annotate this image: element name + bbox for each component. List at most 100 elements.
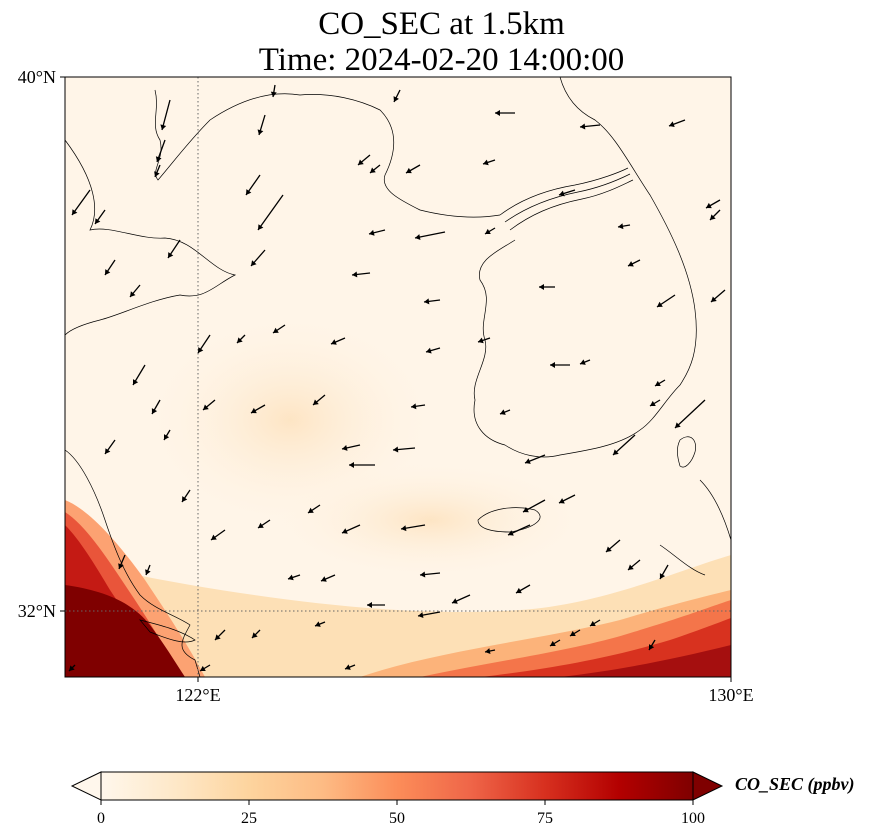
wind-arrow-head — [659, 573, 666, 579]
colorbar-ramp — [100, 771, 694, 801]
wind-arrow-head — [523, 506, 529, 513]
wind-arrow-head — [69, 665, 75, 671]
colorbar: 0 25 50 75 100 CO_SEC (ppbv) — [70, 771, 855, 827]
wind-arrow-head — [393, 446, 399, 453]
wind-arrow-head — [710, 214, 716, 220]
colorbar-label: CO_SEC (ppbv) — [735, 774, 855, 795]
map-frame — [64, 76, 732, 678]
wind-arrow-head — [669, 121, 675, 128]
y-tick-32N: 32°N — [18, 601, 56, 621]
wind-arrow-head — [200, 665, 206, 671]
colorbar-tick-50: 50 — [389, 810, 405, 827]
wind-arrow-head — [590, 620, 596, 626]
wind-arrow-head — [321, 576, 327, 582]
wind-arrow-head — [613, 449, 619, 455]
wind-arrow-head — [550, 362, 555, 368]
wind-arrow-head — [130, 291, 136, 297]
wind-arrow-head — [539, 284, 544, 290]
wind-arrow-head — [198, 347, 204, 353]
wind-arrow-head — [342, 528, 348, 534]
wind-arrow-head — [160, 124, 167, 130]
wind-arrow-head — [657, 301, 663, 307]
wind-arrow-head — [418, 612, 424, 619]
wind-arrow-head — [182, 496, 188, 502]
wind-arrow-head — [203, 404, 209, 410]
wind-arrow-head — [358, 159, 364, 165]
wind-arrow-head — [345, 664, 351, 670]
wind-arrow-head — [342, 444, 348, 451]
wind-arrow-head — [151, 408, 158, 414]
y-tick-40N: 40°N — [18, 67, 56, 87]
wind-arrow-head — [105, 448, 111, 454]
wind-arrow-head — [426, 347, 432, 354]
wind-arrow-head — [415, 234, 421, 240]
wind-arrow-head — [424, 298, 430, 305]
wind-arrow-head — [393, 96, 399, 102]
wind-arrow-head — [349, 462, 354, 468]
wind-arrow-head — [258, 522, 264, 528]
map-title: CO_SEC at 1.5km — [318, 6, 565, 42]
wind-arrow-head — [500, 409, 506, 415]
wind-arrow-head — [331, 339, 337, 345]
wind-arrow — [71, 189, 91, 216]
wind-arrow-head — [606, 546, 612, 552]
wind-arrow-head — [257, 129, 264, 135]
x-tick-130E: 130°E — [708, 685, 753, 705]
wind-arrow-head — [649, 644, 655, 650]
wind-arrow-head — [370, 167, 376, 173]
wind-arrow-head — [145, 569, 151, 575]
wind-arrow-head — [154, 171, 160, 177]
wind-arrow-head — [251, 407, 257, 414]
wind-arrow-head — [352, 271, 358, 278]
wind-arrow-head — [478, 337, 484, 344]
wind-arrow-head — [711, 296, 717, 302]
wind-arrow — [161, 99, 171, 131]
wind-arrow-head — [580, 123, 586, 130]
wind-arrow-head — [508, 530, 514, 536]
wind-arrow-head — [559, 498, 565, 504]
wind-arrows — [68, 84, 726, 672]
wind-arrow-head — [95, 218, 101, 224]
wind-arrow-head — [550, 640, 556, 646]
concentration-field — [65, 77, 731, 677]
wind-arrow-head — [406, 167, 412, 174]
map-time-subtitle: Time: 2024-02-20 14:00:00 — [258, 42, 625, 78]
wind-arrow-head — [655, 380, 661, 386]
wind-arrow-head — [650, 400, 656, 406]
wind-arrow-head — [215, 634, 221, 640]
wind-arrow-head — [168, 252, 174, 258]
wind-arrow-head — [367, 602, 372, 608]
wind-arrow-head — [525, 458, 531, 464]
wind-arrow-head — [675, 422, 681, 428]
wind-arrow-head — [133, 379, 139, 385]
wind-arrow — [257, 194, 284, 231]
wind-arrow — [414, 231, 446, 239]
wind-arrow-head — [246, 189, 252, 195]
colorbar-extend-min — [70, 771, 102, 801]
wind-arrow-head — [369, 229, 375, 236]
colorbar-tick-25: 25 — [241, 810, 257, 827]
x-tick-122E: 122°E — [175, 685, 220, 705]
wind-arrow-head — [401, 525, 407, 532]
wind-arrow-head — [237, 337, 243, 343]
wind-arrow-head — [313, 399, 319, 405]
wind-arrow-head — [118, 563, 124, 569]
wind-arrow-head — [270, 91, 277, 97]
wind-arrow-head — [72, 209, 78, 215]
wind-arrow-head — [211, 534, 217, 540]
wind-arrow-head — [308, 507, 314, 513]
wind-arrow-head — [706, 202, 712, 209]
wind-arrow-head — [252, 632, 258, 638]
wind-arrow-head — [164, 434, 170, 440]
colorbar-extend-max — [692, 771, 724, 801]
wind-arrow-head — [258, 224, 264, 230]
wind-arrow-head — [411, 403, 417, 410]
wind-arrow-head — [485, 648, 491, 654]
wind-arrow-head — [251, 260, 257, 266]
wind-arrow-head — [618, 223, 624, 230]
coastlines — [65, 77, 731, 677]
wind-arrow-head — [483, 159, 489, 166]
wind-arrow-head — [420, 571, 426, 578]
wind-arrow-head — [570, 630, 576, 636]
